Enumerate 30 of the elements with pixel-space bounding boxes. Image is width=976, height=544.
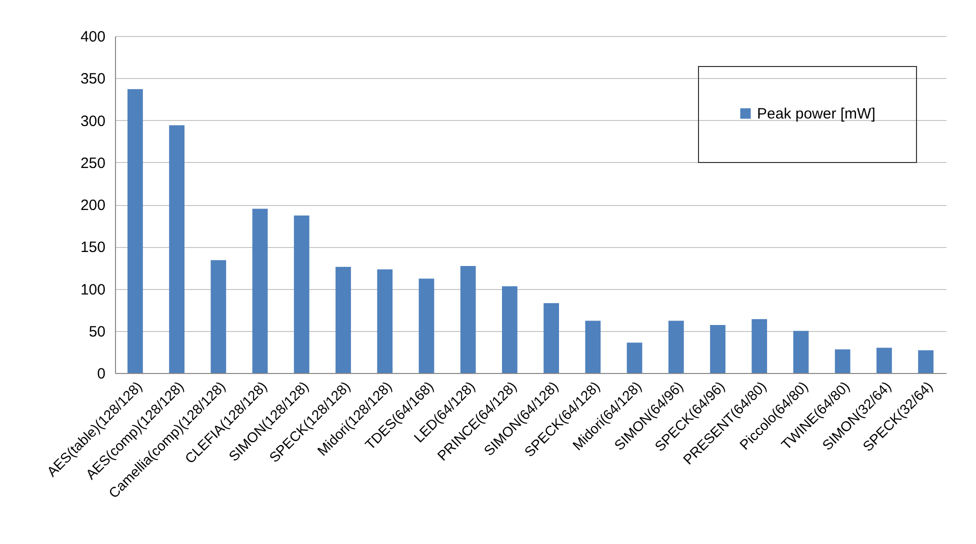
bar (169, 125, 184, 373)
bar (502, 286, 518, 373)
bar (626, 342, 642, 373)
bar (210, 260, 226, 373)
bar (585, 320, 601, 373)
y-tick-label: 0 (97, 366, 106, 382)
bar (377, 269, 393, 373)
y-tick-label: 250 (80, 154, 106, 172)
y-tick-label: 50 (88, 323, 106, 340)
bar (710, 324, 726, 373)
y-tick-label: 100 (80, 281, 106, 298)
y-tick-label: 400 (80, 28, 106, 46)
bar (834, 349, 850, 373)
bar (460, 266, 476, 373)
bar (793, 330, 809, 373)
bar (252, 208, 268, 373)
y-tick-label: 200 (80, 197, 106, 214)
bar (544, 303, 560, 373)
bar (668, 320, 684, 373)
legend-label: Peak power [mW] (757, 106, 876, 122)
bar (918, 350, 934, 373)
bar (336, 266, 351, 373)
bar (294, 215, 310, 373)
bar (752, 319, 768, 373)
bar (418, 278, 434, 373)
y-tick-label: 350 (80, 70, 106, 88)
bar (876, 348, 892, 373)
bar (127, 89, 143, 373)
y-tick-label: 300 (80, 112, 106, 130)
y-tick-label: 150 (80, 239, 106, 256)
